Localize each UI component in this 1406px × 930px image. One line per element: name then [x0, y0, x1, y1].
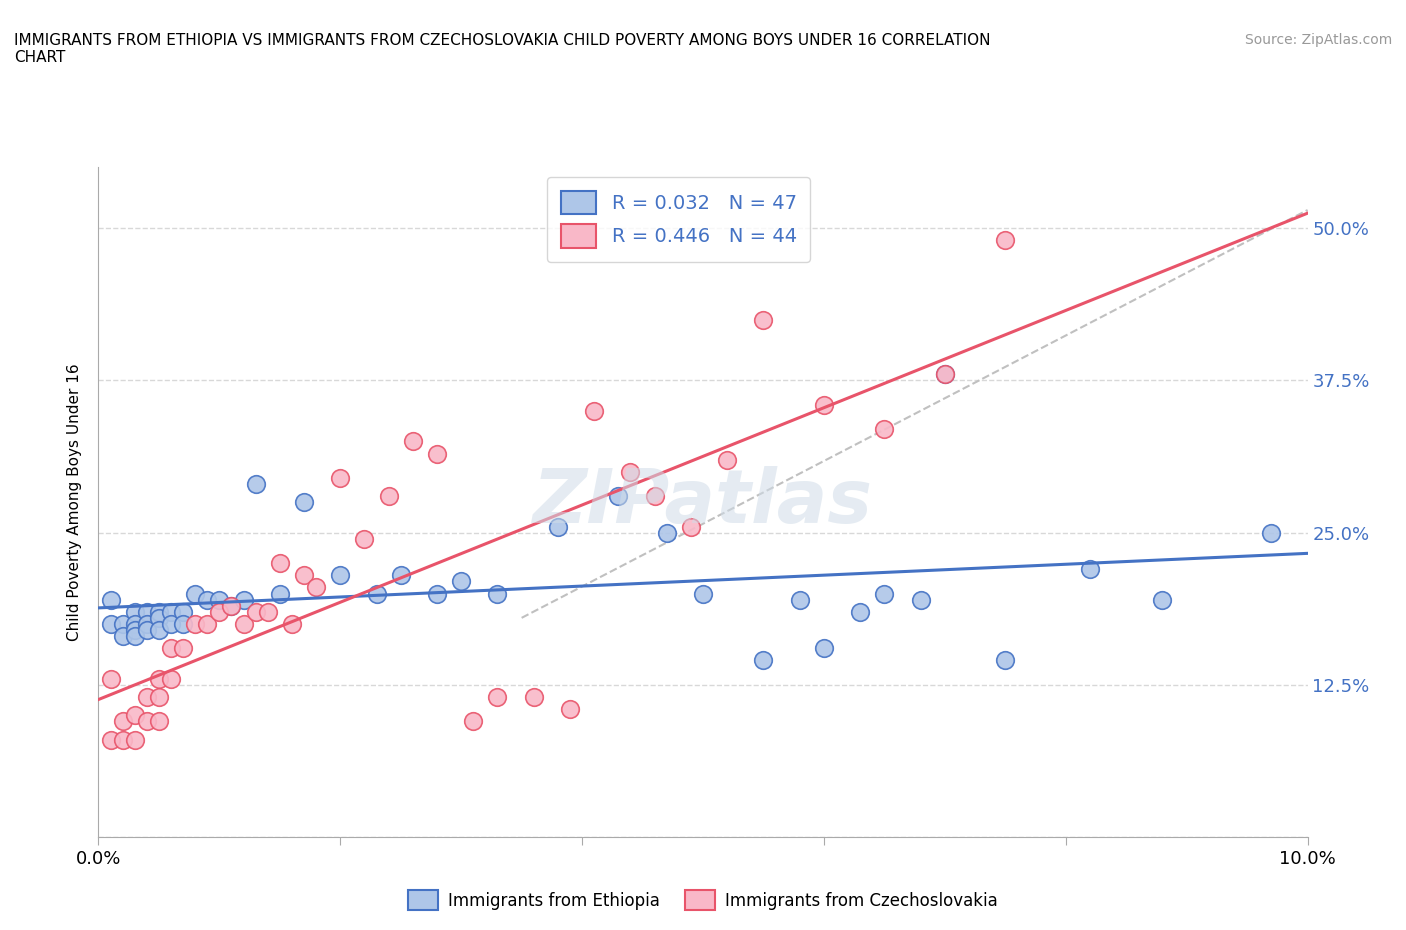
Point	[1152, 592, 1174, 607]
Point	[111, 629, 134, 644]
Point	[160, 604, 183, 619]
Point	[124, 617, 146, 631]
Point	[389, 568, 412, 583]
Point	[292, 568, 315, 583]
Point	[789, 592, 811, 607]
Point	[124, 622, 146, 637]
Text: Source: ZipAtlas.com: Source: ZipAtlas.com	[1244, 33, 1392, 46]
Point	[124, 708, 146, 723]
Point	[245, 604, 267, 619]
Point	[100, 617, 122, 631]
Point	[450, 574, 472, 589]
Text: ZIPatlas: ZIPatlas	[533, 466, 873, 538]
Point	[184, 617, 207, 631]
Point	[583, 404, 606, 418]
Point	[873, 586, 896, 601]
Point	[100, 592, 122, 607]
Point	[135, 604, 157, 619]
Point	[208, 604, 231, 619]
Point	[873, 421, 896, 436]
Legend: Immigrants from Ethiopia, Immigrants from Czechoslovakia: Immigrants from Ethiopia, Immigrants fro…	[402, 884, 1004, 917]
Point	[486, 586, 509, 601]
Point	[184, 586, 207, 601]
Point	[124, 732, 146, 747]
Point	[160, 617, 183, 631]
Point	[679, 519, 702, 534]
Point	[305, 580, 328, 595]
Point	[1078, 562, 1101, 577]
Point	[245, 476, 267, 491]
Point	[329, 471, 352, 485]
Point	[232, 617, 254, 631]
Point	[135, 622, 157, 637]
Point	[135, 714, 157, 729]
Point	[148, 604, 170, 619]
Point	[135, 689, 157, 704]
Point	[402, 434, 425, 449]
Point	[124, 604, 146, 619]
Point	[752, 312, 775, 327]
Point	[910, 592, 932, 607]
Point	[377, 488, 399, 503]
Point	[172, 617, 194, 631]
Point	[463, 714, 485, 729]
Point	[281, 617, 304, 631]
Point	[292, 495, 315, 510]
Point	[148, 714, 170, 729]
Point	[934, 367, 956, 382]
Point	[148, 610, 170, 625]
Y-axis label: Child Poverty Among Boys Under 16: Child Poverty Among Boys Under 16	[67, 364, 83, 641]
Point	[256, 604, 278, 619]
Point	[558, 702, 581, 717]
Point	[172, 604, 194, 619]
Point	[269, 586, 291, 601]
Point	[934, 367, 956, 382]
Point	[208, 592, 231, 607]
Point	[148, 622, 170, 637]
Point	[124, 629, 146, 644]
Point	[353, 531, 375, 546]
Point	[100, 732, 122, 747]
Point	[426, 586, 449, 601]
Point	[111, 714, 134, 729]
Point	[607, 488, 630, 503]
Point	[1260, 525, 1282, 540]
Legend: R = 0.032   N = 47, R = 0.446   N = 44: R = 0.032 N = 47, R = 0.446 N = 44	[547, 177, 810, 261]
Point	[329, 568, 352, 583]
Point	[195, 592, 218, 607]
Point	[135, 617, 157, 631]
Point	[195, 617, 218, 631]
Point	[160, 671, 183, 686]
Point	[619, 464, 641, 479]
Point	[172, 641, 194, 656]
Point	[716, 452, 738, 467]
Point	[111, 617, 134, 631]
Point	[486, 689, 509, 704]
Point	[547, 519, 569, 534]
Point	[148, 689, 170, 704]
Point	[269, 555, 291, 570]
Point	[994, 233, 1017, 248]
Point	[221, 598, 243, 613]
Point	[752, 653, 775, 668]
Point	[111, 732, 134, 747]
Point	[813, 397, 835, 412]
Point	[232, 592, 254, 607]
Text: IMMIGRANTS FROM ETHIOPIA VS IMMIGRANTS FROM CZECHOSLOVAKIA CHILD POVERTY AMONG B: IMMIGRANTS FROM ETHIOPIA VS IMMIGRANTS F…	[14, 33, 991, 65]
Point	[849, 604, 872, 619]
Point	[160, 641, 183, 656]
Point	[655, 525, 678, 540]
Point	[426, 446, 449, 461]
Point	[692, 586, 714, 601]
Point	[644, 488, 666, 503]
Point	[221, 598, 243, 613]
Point	[100, 671, 122, 686]
Point	[366, 586, 388, 601]
Point	[994, 653, 1017, 668]
Point	[813, 641, 835, 656]
Point	[523, 689, 546, 704]
Point	[148, 671, 170, 686]
